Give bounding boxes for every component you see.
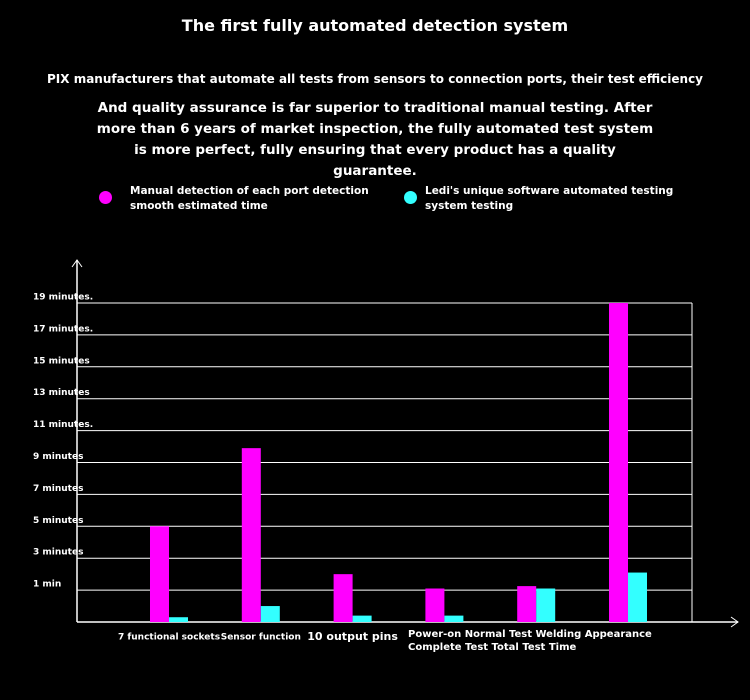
x-axis-arrow: [730, 616, 739, 628]
y-tick-label: 19 minutes.: [33, 293, 93, 303]
y-tick-label: 13 minutes: [33, 388, 90, 398]
chart-description: And quality assurance is far superior to…: [96, 100, 654, 179]
bar: [425, 588, 445, 622]
bar: [241, 448, 261, 622]
bar: [333, 574, 353, 622]
bar: [169, 617, 188, 622]
bar: [609, 303, 628, 622]
y-tick-label: 11 minutes.: [33, 420, 93, 430]
x-tick-label: Sensor function: [221, 633, 301, 643]
y-axis-arrow: [71, 259, 83, 268]
bar: [536, 588, 556, 622]
y-tick-label: 5 minutes: [33, 516, 83, 526]
chart-title: The first fully automated detection syst…: [181, 16, 569, 35]
legend-label: Manual detection of each port detection …: [130, 185, 369, 212]
legend-swatch: [99, 191, 112, 204]
bar: [628, 572, 647, 622]
y-tick-label: 17 minutes.: [33, 324, 93, 334]
bar: [352, 615, 372, 622]
y-tick-label: 15 minutes: [33, 356, 90, 366]
y-tick-label: 3 minutes: [33, 548, 83, 558]
y-tick-label: 7 minutes: [33, 484, 83, 494]
bar: [517, 586, 537, 622]
x-annotation: Power-on Normal Test Welding Appearance: [408, 629, 652, 640]
legend-label: Ledi's unique software automated testing…: [425, 185, 674, 212]
x-tick-label: 10 output pins: [307, 630, 398, 643]
chart-subtitle: PIX manufacturers that automate all test…: [47, 72, 703, 86]
bar: [260, 606, 280, 622]
x-annotation: Complete Test Total Test Time: [408, 642, 576, 653]
y-tick-label: 1 min: [33, 580, 61, 590]
bar: [150, 526, 169, 622]
legend-swatch: [404, 191, 417, 204]
x-tick-label: 7 functional sockets: [118, 633, 220, 643]
y-tick-label: 9 minutes: [33, 452, 83, 462]
bar: [444, 615, 464, 622]
